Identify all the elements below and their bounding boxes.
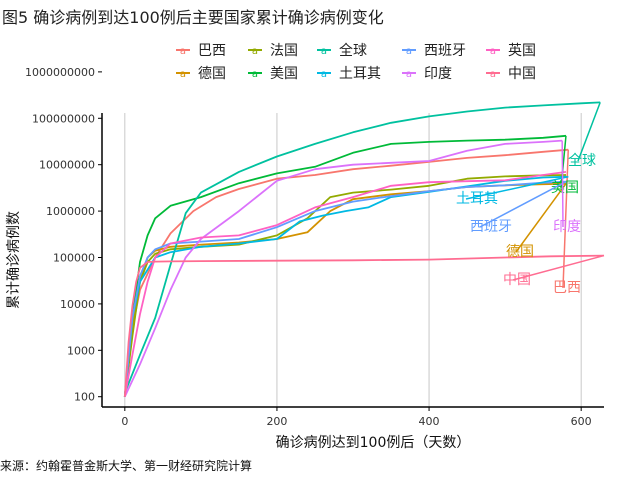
series-label-巴西: 巴西 xyxy=(553,280,581,296)
series-label-leader-西班牙 xyxy=(479,181,567,228)
legend-item-全球: a 全球 xyxy=(317,40,367,60)
y-tick-label: 100 xyxy=(74,391,95,404)
series-label-leader-全球 xyxy=(577,102,601,162)
x-tick-label: 200 xyxy=(266,415,287,428)
legend-key-icon: a xyxy=(317,43,331,57)
series-label-印度: 印度 xyxy=(553,219,581,235)
legend-key-icon: a xyxy=(176,66,190,80)
x-tick-label: 0 xyxy=(121,415,128,428)
svg-text:a: a xyxy=(406,69,412,80)
legend-item-印度: a 印度 xyxy=(402,63,452,83)
legend-key-icon: a xyxy=(176,43,190,57)
svg-text:a: a xyxy=(252,46,258,57)
series-label-leader-印度 xyxy=(561,140,564,228)
legend-item-英国: a 英国 xyxy=(486,40,536,60)
series-label-西班牙: 西班牙 xyxy=(470,219,512,235)
legend-key-icon: a xyxy=(402,43,416,57)
y-tick-label: 1000000000 xyxy=(25,66,95,79)
series-line-巴西 xyxy=(123,148,569,397)
legend-key-icon: a xyxy=(486,43,500,57)
series-line-德国 xyxy=(123,182,567,397)
series-label-土耳其: 土耳其 xyxy=(456,191,498,207)
svg-text:a: a xyxy=(180,46,186,57)
series-label-美国: 美国 xyxy=(551,180,579,196)
legend-label: 全球 xyxy=(339,43,367,59)
x-axis-title: 确诊病例达到100例后（天数） xyxy=(276,435,471,451)
series-label-德国: 德国 xyxy=(506,244,534,260)
series-label-全球: 全球 xyxy=(568,152,596,169)
legend-key-icon: a xyxy=(317,66,331,80)
legend-item-巴西: a 巴西 xyxy=(176,40,226,60)
legend-item-土耳其: a 土耳其 xyxy=(317,63,381,83)
legend-label: 德国 xyxy=(198,66,226,82)
legend-label: 英国 xyxy=(508,43,536,59)
series-label-leader-巴西 xyxy=(562,149,570,289)
y-tick-label: 1000 xyxy=(67,344,95,357)
axes: 0 200 400 600 100 1000 10000 100000 1000000 10000… xyxy=(6,66,604,451)
svg-text:a: a xyxy=(321,46,327,57)
chart-source-note: 来源：约翰霍普金斯大学、第一财经研究院计算 xyxy=(0,459,253,473)
series-line-土耳其 xyxy=(123,175,569,397)
series-line-法国 xyxy=(123,174,567,397)
svg-text:a: a xyxy=(406,46,412,57)
y-axis-title: 累计确诊病例数 xyxy=(6,211,22,309)
series-label-leader-土耳其 xyxy=(465,176,569,200)
legend-item-德国: a 德国 xyxy=(176,63,226,83)
legend-item-中国: a 中国 xyxy=(486,63,536,83)
series-line-英国 xyxy=(123,171,567,397)
y-tick-label: 10000000 xyxy=(39,159,95,172)
y-tick-label: 10000 xyxy=(60,298,95,311)
legend-label: 巴西 xyxy=(198,43,226,59)
svg-text:a: a xyxy=(252,69,258,80)
series-line-全球 xyxy=(123,101,601,394)
series-label-中国: 中国 xyxy=(503,272,531,288)
svg-text:a: a xyxy=(490,46,496,57)
svg-text:a: a xyxy=(180,69,186,80)
x-tick-label: 600 xyxy=(571,415,592,428)
series-label-leader-德国 xyxy=(515,183,567,253)
series-line-印度 xyxy=(123,139,563,398)
legend-item-法国: a 法国 xyxy=(248,40,298,60)
y-tick-label: 100000000 xyxy=(32,112,95,125)
legend-key-icon: a xyxy=(402,66,416,80)
legend-label: 土耳其 xyxy=(339,66,381,82)
legend-label: 法国 xyxy=(270,43,298,59)
legend-key-icon: a xyxy=(248,43,262,57)
legend-label: 印度 xyxy=(424,66,452,82)
chart-title: 图5 确诊病例到达100例后主要国家累计确诊病例变化 xyxy=(2,8,384,27)
legend-label: 美国 xyxy=(270,66,298,82)
svg-text:a: a xyxy=(321,69,327,80)
legend-key-icon: a xyxy=(486,66,500,80)
legend-label: 西班牙 xyxy=(424,43,466,59)
y-tick-label: 100000 xyxy=(53,251,95,264)
legend-key-icon: a xyxy=(248,66,262,80)
legend-item-美国: a 美国 xyxy=(248,63,298,83)
y-tick-label: 1000000 xyxy=(46,205,95,218)
series-label-leader-中国 xyxy=(512,254,605,281)
series-layer xyxy=(123,101,605,398)
svg-text:a: a xyxy=(490,69,496,80)
series-line-美国 xyxy=(123,134,567,397)
legend-item-西班牙: a 西班牙 xyxy=(402,40,466,60)
x-tick-label: 400 xyxy=(419,415,440,428)
legend-label: 中国 xyxy=(508,66,536,82)
series-line-中国 xyxy=(123,254,605,397)
